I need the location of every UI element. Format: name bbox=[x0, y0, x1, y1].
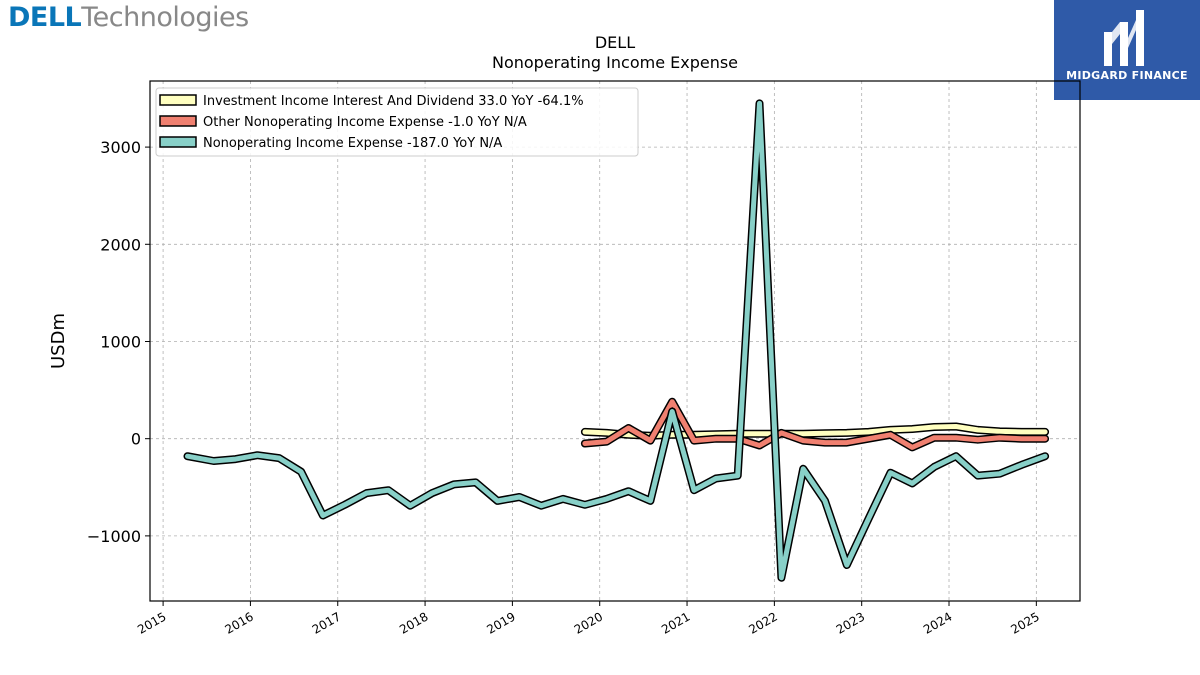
legend-label: Nonoperating Income Expense -187.0 YoY N… bbox=[203, 136, 502, 151]
legend-label: Other Nonoperating Income Expense -1.0 Y… bbox=[203, 115, 527, 130]
series-line bbox=[582, 399, 1048, 450]
x-tick-label: 2025 bbox=[1008, 609, 1041, 636]
x-tick-label: 2022 bbox=[746, 609, 779, 636]
series-line bbox=[185, 100, 1048, 581]
plot-frame bbox=[149, 80, 1081, 602]
chart-subtitle: Nonoperating Income Expense bbox=[491, 53, 739, 72]
x-tick-label: 2016 bbox=[222, 609, 255, 636]
x-tick-label: 2019 bbox=[484, 609, 517, 636]
series-line bbox=[582, 424, 1048, 439]
x-tick-label: 2023 bbox=[834, 609, 867, 636]
chart-title: DELL bbox=[594, 33, 636, 52]
tick-layer: −1000 0 1000 2000 3000 2015 2016 2017 2018 2019 20… bbox=[87, 138, 1042, 637]
legend-swatch bbox=[159, 94, 197, 106]
x-tick-label: 2017 bbox=[310, 609, 343, 636]
grid-layer bbox=[150, 81, 1080, 601]
series-layer bbox=[183, 99, 1050, 582]
x-tick-label: 2020 bbox=[572, 609, 605, 636]
x-tick-label: 2024 bbox=[921, 609, 954, 636]
series-2 bbox=[580, 397, 1050, 452]
legend-frame bbox=[155, 87, 639, 157]
midgard-finance-label: MIDGARD FINANCE bbox=[1066, 69, 1188, 82]
midgard-logo-icon bbox=[1104, 10, 1144, 66]
dell-wordmark: DELL bbox=[8, 2, 82, 33]
x-tick-label: 2015 bbox=[135, 609, 168, 636]
x-tick-label: 2018 bbox=[397, 609, 430, 636]
legend-swatch bbox=[159, 136, 197, 148]
y-tick-label: 3000 bbox=[100, 138, 141, 157]
y-tick-label: 0 bbox=[131, 430, 141, 449]
legend-swatch bbox=[159, 115, 197, 127]
midgard-finance-badge: MIDGARD FINANCE bbox=[1054, 0, 1200, 100]
legend: Investment Income Interest And Dividend … bbox=[155, 87, 639, 157]
y-axis-label: USDm bbox=[48, 313, 69, 369]
series-1 bbox=[580, 422, 1050, 440]
x-tick-label: 2021 bbox=[659, 609, 692, 636]
y-tick-label: 2000 bbox=[100, 235, 141, 254]
technologies-wordmark: Technologies bbox=[81, 2, 249, 33]
y-tick-label: −1000 bbox=[87, 527, 141, 546]
dell-technologies-logo: DELLTechnologies bbox=[8, 2, 249, 33]
legend-label: Investment Income Interest And Dividend … bbox=[203, 94, 584, 109]
y-tick-label: 1000 bbox=[100, 332, 141, 351]
series-3 bbox=[183, 99, 1050, 582]
